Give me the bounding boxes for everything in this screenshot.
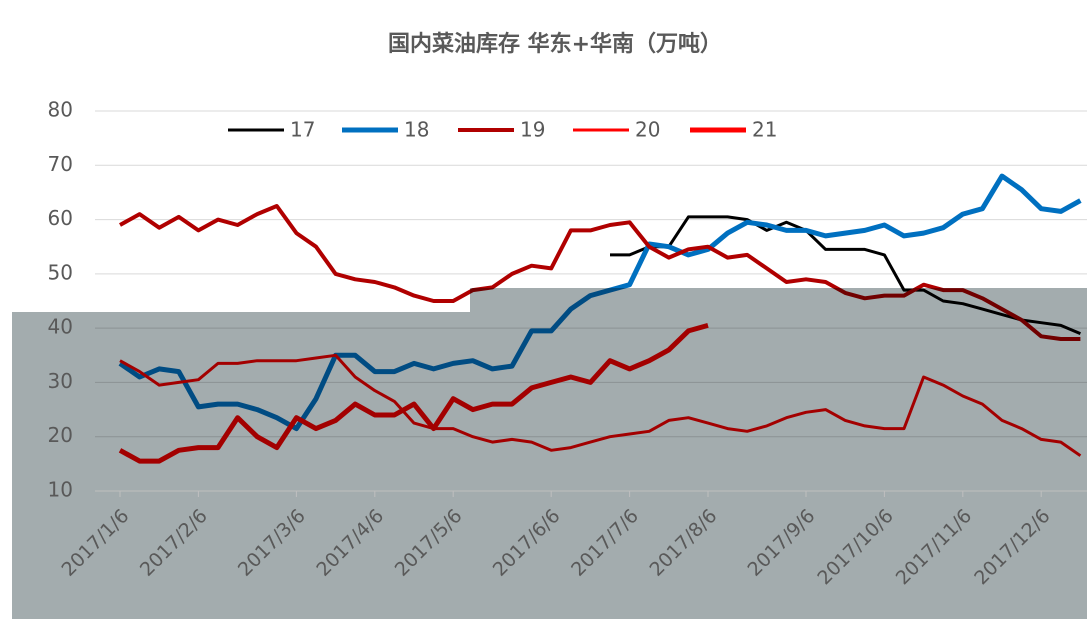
legend-label: 21 (752, 118, 777, 142)
y-tick-label: 80 (48, 98, 73, 122)
y-tick-label: 50 (48, 260, 73, 284)
y-tick-label: 10 (48, 478, 73, 502)
series-line (119, 204, 1081, 341)
overlay-artifact (12, 288, 1087, 619)
y-tick-label: 20 (48, 423, 73, 447)
legend-label: 17 (290, 118, 315, 142)
chart-title: 国内菜油库存 华东+华南（万吨） (388, 31, 722, 57)
y-tick-label: 40 (48, 315, 73, 339)
y-tick-label: 30 (48, 369, 73, 393)
y-tick-label: 70 (48, 152, 73, 176)
y-tick-label: 60 (48, 206, 73, 230)
legend-label: 18 (404, 118, 429, 142)
legend-label: 19 (520, 118, 545, 142)
legend: 17 18 19 20 21 (228, 118, 777, 142)
legend-label: 20 (635, 118, 660, 142)
